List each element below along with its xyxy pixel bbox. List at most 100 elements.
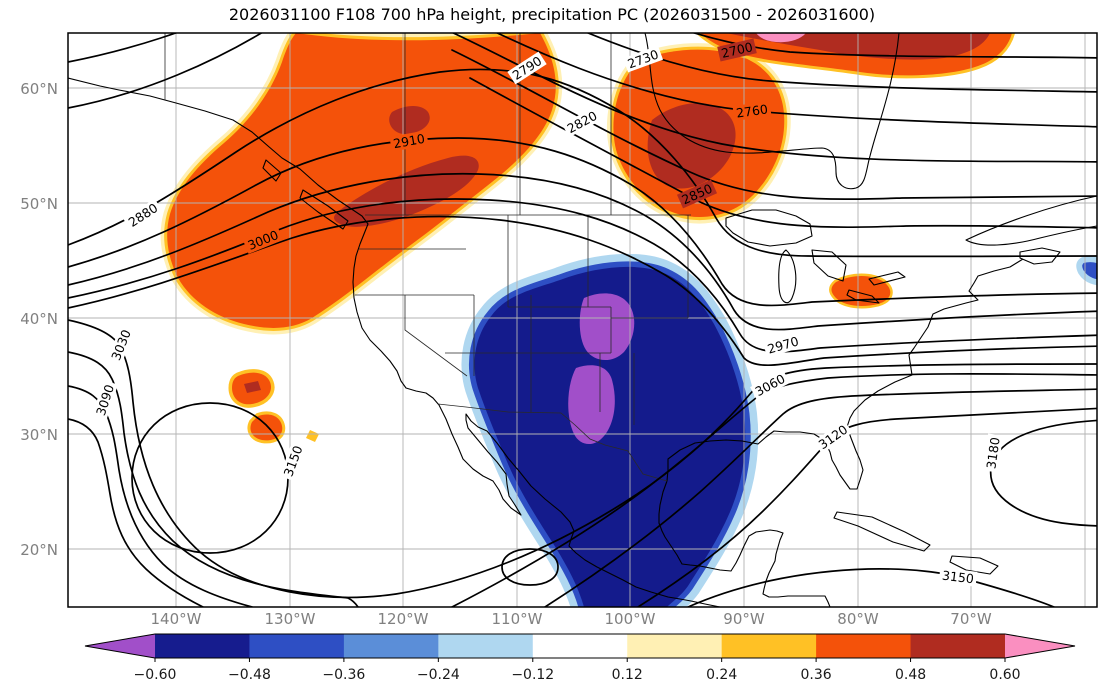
lon-tick-100w: 100°W (605, 610, 656, 628)
lat-tick-60n: 60°N (20, 80, 58, 98)
colorbar-tick-label: 0.36 (801, 667, 832, 683)
precip-pink-core (756, 33, 806, 43)
colorbar-tick-label: −0.12 (511, 667, 554, 683)
lat-tick-30n: 30°N (20, 426, 58, 444)
precip-negative-east-patch (1076, 256, 1097, 286)
contour-2700 (691, 33, 1097, 59)
lon-tick-80w: 80°W (837, 610, 879, 628)
contour-label-bg (813, 420, 853, 454)
colorbar-segment (532, 634, 628, 658)
lon-tick-140w: 140°W (151, 610, 202, 628)
contour-2730 (585, 33, 1097, 93)
contour-label-bg (750, 369, 790, 401)
colorbar-segment (627, 634, 723, 658)
colorbar-tick-label: 0.60 (989, 667, 1020, 683)
colorbar-extend-right (1005, 634, 1075, 658)
contour-label: 3150 (279, 440, 307, 482)
contour-label: 3060 (750, 369, 790, 401)
colorbar-tick-label: 0.12 (612, 667, 643, 683)
plot-area: 2790 2730 27002760282028502910288030002970… (68, 33, 1097, 607)
contour-label-bg (107, 324, 135, 366)
lat-tick-20n: 20°N (20, 541, 58, 559)
precip-purple-patch (568, 365, 615, 445)
graticule (68, 33, 1097, 607)
contour-label-text: 3060 (752, 371, 787, 399)
coastline-hudson-bay (644, 33, 900, 190)
colorbar-tick-label: −0.36 (322, 667, 365, 683)
contour-label-bg (717, 38, 757, 62)
contour-3030 (68, 319, 1097, 599)
colorbar-tick-label: −0.48 (228, 667, 271, 683)
contour-label-bg (242, 226, 284, 254)
contour-label-text: 2910 (392, 131, 426, 151)
contour-label-bg (938, 567, 978, 587)
colorbar-tick-label: −0.24 (417, 667, 460, 683)
colorbar-segment (249, 634, 345, 658)
contour-3000 (68, 215, 1097, 367)
colorbar-tick-label: 0.24 (706, 667, 737, 683)
contour-label-text: 3150 (281, 443, 306, 478)
contour-label: 3180 (982, 433, 1004, 473)
colorbar-segment (910, 634, 1006, 658)
precip-darkred-core (389, 106, 430, 135)
lon-tick-130w: 130°W (265, 610, 316, 628)
colorbar-segment (155, 634, 251, 658)
coastline-gulf-atlantic (666, 258, 1024, 490)
lat-tick-50n: 50°N (20, 195, 58, 213)
colorbar-segment (438, 634, 534, 658)
colorbar-segment (343, 634, 439, 658)
contour-label: 2700 (717, 38, 757, 62)
great-lakes (725, 209, 906, 304)
colorbar-tick-label: 0.48 (895, 667, 926, 683)
y-axis-ticks: 60°N 50°N 40°N 30°N 20°N (20, 80, 58, 559)
contour-label: 3150 (938, 567, 978, 587)
colorbar-extend-left (85, 634, 155, 658)
lon-tick-120w: 120°W (378, 610, 429, 628)
contour-label-bg (763, 332, 803, 358)
contour-label: 3030 (107, 324, 135, 366)
lon-tick-90w: 90°W (723, 610, 765, 628)
lat-tick-40n: 40°N (20, 310, 58, 328)
coastline-mexico-yucatan (658, 480, 831, 607)
contour-label-text: 2760 (735, 101, 769, 120)
contour-label: 2970 (763, 332, 803, 358)
contour-label: 2760 (732, 100, 772, 122)
colorbar: −0.60 −0.48 −0.36 −0.24 −0.12 0.12 0.24 0.36 0.4… (84, 633, 1076, 683)
lon-tick-110w: 110°W (492, 610, 543, 628)
contour-label-bg (732, 100, 772, 122)
contour-3180 (990, 419, 1097, 527)
contour-label: 2910 (389, 130, 429, 152)
page-title: 2026031100 F108 700 hPa height, precipit… (229, 5, 875, 24)
contour-3150 (131, 402, 1055, 607)
contour-label-bg (562, 106, 602, 138)
precip-positive-nw-region (160, 33, 563, 335)
contour-label-bg (982, 433, 1004, 473)
lon-tick-70w: 70°W (950, 610, 992, 628)
contour-label-bg (507, 51, 547, 85)
contour-label: 3090 (92, 379, 118, 421)
contour-label-bg (123, 198, 163, 232)
contour-label-bg (279, 440, 307, 482)
coastline-islands (262, 159, 349, 230)
contour-label-bg (389, 130, 429, 152)
contour-label: 3120 (813, 420, 853, 454)
precip-positive-pacific-patches (228, 369, 319, 444)
x-axis-ticks: 140°W 130°W 120°W 110°W 100°W 90°W 80°W … (151, 610, 992, 628)
contour-2880 (68, 68, 1097, 258)
contour-label: 2880 (123, 198, 163, 232)
caribbean-islands (833, 511, 999, 575)
contour-label-text: 3180 (983, 436, 1002, 470)
contour-label-bg (92, 379, 118, 421)
colorbar-segment (816, 634, 912, 658)
contour-2910 (68, 137, 1097, 307)
plot-frame (67, 32, 1098, 608)
coastline-novascotia-stlawrence (965, 195, 1097, 265)
contour-2850 (68, 33, 1097, 229)
contour-label-bg (622, 45, 664, 73)
contour-label-text: 2700 (720, 39, 754, 61)
colorbar-segment (721, 634, 817, 658)
precip-negative-region (461, 253, 759, 607)
contour-label-text: 3090 (93, 383, 117, 418)
